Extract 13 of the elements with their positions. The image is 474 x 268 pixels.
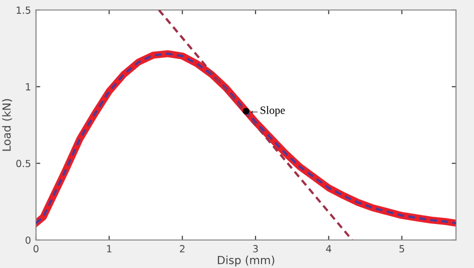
y-tick-label: 0.5 (16, 160, 30, 168)
y-tick-label: 0 (26, 236, 30, 244)
y-tick-label: 1 (26, 83, 30, 90)
y-axis-title: Load (kN) (2, 99, 12, 151)
x-tick-label: 5 (400, 245, 404, 252)
x-tick-label: 3 (253, 245, 258, 252)
y-tick-label: 1.5 (16, 6, 30, 14)
annotation: ←Slope (251, 106, 285, 116)
x-tick-label: 2 (180, 245, 184, 252)
x-tick-label: 1 (107, 245, 112, 252)
x-tick-label: 4 (326, 245, 332, 252)
x-axis-title: Disp (mm) (218, 256, 274, 266)
x-tick-label: 0 (34, 245, 38, 252)
